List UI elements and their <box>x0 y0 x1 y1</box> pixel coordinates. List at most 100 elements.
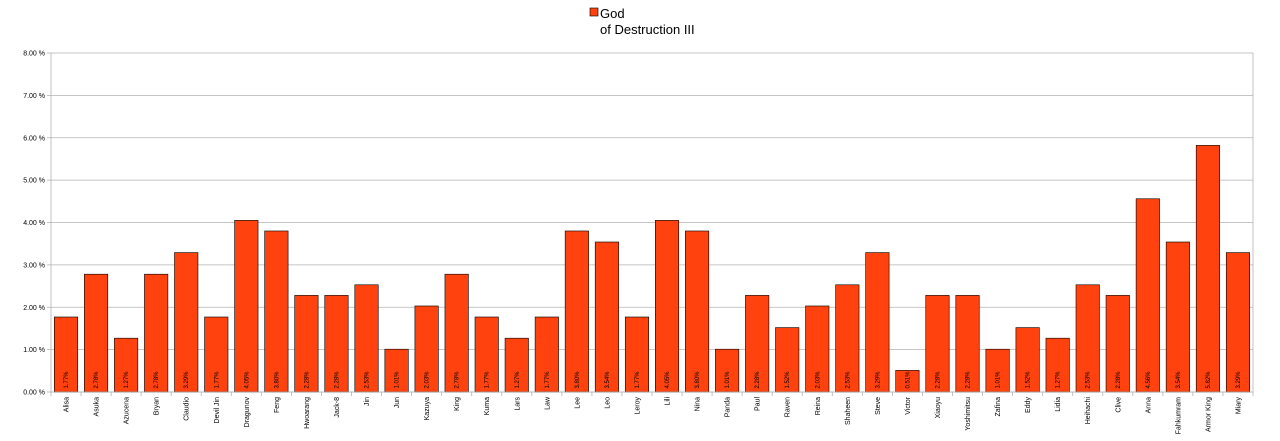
y-tick-label: 8.00 % <box>23 51 45 58</box>
bar <box>234 220 259 393</box>
data-label: 3.29% <box>875 371 881 389</box>
x-tick-label: Lee <box>574 397 581 409</box>
bar <box>174 252 199 393</box>
x-tick-label: Dragunov <box>244 397 251 428</box>
x-tick-label: Paul <box>755 397 762 411</box>
x-tick-label: Eddy <box>1025 397 1032 413</box>
bars <box>54 145 1250 393</box>
y-tick-label: 0.00 % <box>23 390 45 397</box>
x-tick-label: King <box>454 397 461 411</box>
data-label: 2.78% <box>154 371 160 389</box>
legend-swatch <box>589 7 599 17</box>
legend-label-line2: of Destruction III <box>600 22 695 37</box>
data-label: 3.54% <box>605 371 611 389</box>
x-tick-label: Clive <box>1115 397 1122 413</box>
x-axis: Alisa Asuka Azucena Bryan Claudio Devil Jin Dr… <box>50 391 1254 435</box>
bar <box>1225 252 1250 393</box>
bar <box>865 252 890 393</box>
data-label: 2.28% <box>966 371 972 389</box>
data-label: 1.27% <box>124 371 130 389</box>
y-tick-label: 4.00 % <box>23 220 45 227</box>
data-label: 4.56% <box>1146 371 1152 389</box>
data-label: 3.54% <box>1176 371 1182 389</box>
x-tick-label: Jin <box>364 397 371 406</box>
bar <box>685 230 710 393</box>
data-label: 2.03% <box>815 371 821 389</box>
data-label: 5.82% <box>1206 371 1212 389</box>
data-label: 4.05% <box>665 371 671 389</box>
data-label: 1.77% <box>64 371 70 389</box>
x-tick-label: Xiaoyu <box>935 397 942 419</box>
y-tick-label: 7.00 % <box>23 93 45 100</box>
x-tick-label: Fahkumram <box>1175 397 1182 435</box>
data-label: 2.78% <box>94 371 100 389</box>
bar <box>655 220 680 393</box>
x-tick-label: Alisa <box>64 397 71 412</box>
x-tick-label: Jack-8 <box>334 397 341 418</box>
x-tick-label: Panda <box>725 397 732 417</box>
x-tick-label: Lili <box>665 397 672 406</box>
x-tick-label: Heihachi <box>1085 397 1092 425</box>
x-tick-label: Jun <box>394 397 401 408</box>
data-label: 1.77% <box>485 371 491 389</box>
bar <box>1135 198 1160 393</box>
y-axis: 0.00 % 1.00 % 2.00 % 3.00 % 4.00 % 5.00 % 6.00… <box>23 51 1254 397</box>
x-tick-label: Kazuya <box>424 397 431 420</box>
x-tick-label: Kuma <box>484 397 491 415</box>
data-label: 1.77% <box>545 371 551 389</box>
data-label: 1.52% <box>785 371 791 389</box>
data-label: 3.80% <box>575 371 581 389</box>
data-label: 3.29% <box>184 371 190 389</box>
data-label: 2.53% <box>365 371 371 389</box>
x-tick-label: Bryan <box>154 397 161 415</box>
data-label: 1.52% <box>1026 371 1032 389</box>
x-tick-label: Leroy <box>634 397 641 415</box>
data-label: 2.28% <box>334 371 340 389</box>
x-tick-label: Feng <box>274 397 281 413</box>
bar <box>1195 145 1220 393</box>
data-label: 2.28% <box>935 371 941 389</box>
y-tick-label: 3.00 % <box>23 262 45 269</box>
data-label: 1.01% <box>725 371 731 389</box>
x-tick-label: Zafina <box>995 397 1002 417</box>
x-tick-label: Nina <box>695 397 702 412</box>
data-label: 2.28% <box>755 371 761 389</box>
data-label: 2.28% <box>304 371 310 389</box>
y-tick-label: 5.00 % <box>23 178 45 185</box>
data-label: 3.80% <box>274 371 280 389</box>
data-label: 4.05% <box>244 371 250 389</box>
data-label: 2.53% <box>1086 371 1092 389</box>
x-tick-label: Lars <box>514 397 521 411</box>
x-tick-label: Anna <box>1145 397 1152 413</box>
x-tick-label: Victor <box>905 396 912 414</box>
x-tick-label: Raven <box>785 397 792 417</box>
x-tick-label: Shaheen <box>845 397 852 425</box>
data-label: 2.78% <box>455 371 461 389</box>
bar <box>1165 241 1190 393</box>
x-tick-label: Asuka <box>94 397 101 417</box>
data-label: 1.01% <box>996 371 1002 389</box>
data-label: 3.29% <box>1236 371 1242 389</box>
data-label: 1.01% <box>395 371 401 389</box>
data-label: 2.03% <box>425 371 431 389</box>
data-label: 1.27% <box>515 371 521 389</box>
y-tick-label: 2.00 % <box>23 305 45 312</box>
x-tick-label: Hwoarang <box>304 397 311 429</box>
x-tick-label: Reina <box>815 397 822 415</box>
data-label: 3.80% <box>695 371 701 389</box>
x-tick-label: Law <box>544 396 551 410</box>
x-tick-label: Azucena <box>124 397 131 424</box>
data-labels: 1.77% 2.78% 1.27% 2.78% 3.29% 1.77% 4.05% 3.80%… <box>64 371 1242 389</box>
x-tick-label: Devil Jin <box>214 397 221 424</box>
x-tick-label: Miary <box>1235 397 1242 415</box>
data-label: 2.53% <box>845 371 851 389</box>
data-label: 1.77% <box>635 371 641 389</box>
bar <box>264 230 289 393</box>
x-tick-label: Steve <box>875 397 882 415</box>
x-tick-label: Yoshimitsu <box>965 397 972 431</box>
bar <box>594 241 619 393</box>
y-tick-label: 1.00 % <box>23 347 45 354</box>
data-label: 1.77% <box>214 371 220 389</box>
data-label: 2.28% <box>1116 371 1122 389</box>
